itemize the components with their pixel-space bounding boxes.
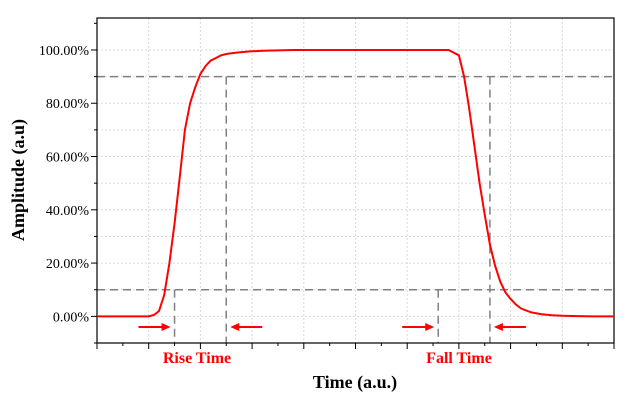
y-tick-label: 100.00% (39, 44, 90, 59)
arrow-head (493, 323, 503, 331)
y-tick-label: 40.00% (46, 204, 90, 219)
arrow-head (161, 323, 171, 331)
x-axis-label: Time (a.u.) (313, 372, 397, 393)
arrow-head (230, 323, 240, 331)
signal-curve (97, 49, 614, 318)
rise-time-label: Rise Time (163, 350, 231, 367)
y-tick-label: 0.00% (53, 310, 90, 325)
y-tick-labels: 0.00% 20.00% 40.00% 60.00% 80.00% 100.00% (39, 44, 90, 325)
y-tick-label: 20.00% (46, 257, 90, 272)
arrow-markers (138, 323, 526, 331)
y-axis-ticks (91, 22, 97, 344)
y-tick-label: 80.00% (46, 97, 90, 112)
y-tick-label: 60.00% (46, 151, 90, 166)
arrow-head (425, 323, 435, 331)
reference-lines (97, 75, 614, 343)
fall-time-label: Fall Time (426, 350, 492, 367)
x-axis-ticks (96, 343, 615, 349)
y-axis-label: Amplitude (a.u) (8, 119, 29, 241)
